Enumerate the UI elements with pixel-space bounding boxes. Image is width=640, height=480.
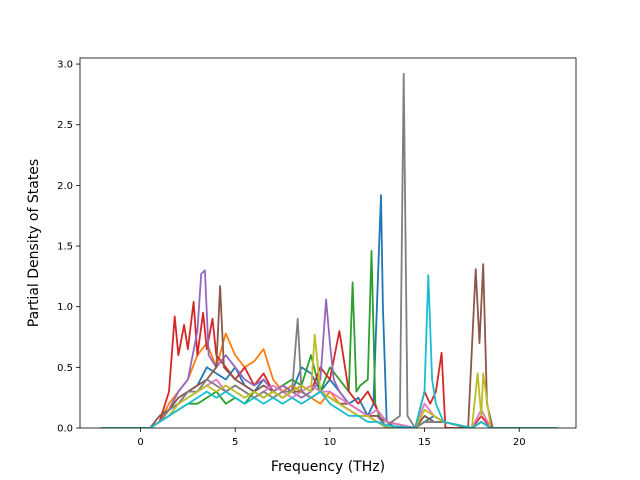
y-tick-label: 2.0 bbox=[57, 181, 73, 192]
plot-frame bbox=[79, 57, 577, 429]
series-line-9 bbox=[100, 333, 558, 428]
y-tick-label: 3.0 bbox=[57, 60, 73, 71]
series-line-8 bbox=[100, 72, 558, 428]
y-tick-label: 1.5 bbox=[57, 242, 73, 253]
x-tick-label: 15 bbox=[418, 437, 431, 448]
x-tick-label: 20 bbox=[513, 437, 526, 448]
x-axis-label: Frequency (THz) bbox=[271, 459, 385, 475]
y-tick-label: 2.5 bbox=[57, 120, 73, 131]
y-axis-label: Partial Density of States bbox=[26, 159, 42, 327]
series-layer bbox=[100, 72, 558, 428]
y-tick-label: 1.0 bbox=[57, 302, 73, 313]
y-tick-label: 0.5 bbox=[57, 363, 73, 374]
y-tick-label: 0.0 bbox=[57, 424, 73, 435]
x-tick-label: 5 bbox=[232, 437, 238, 448]
x-tick-label: 10 bbox=[324, 437, 337, 448]
series-line-10 bbox=[100, 274, 558, 428]
y-axis-ticks: 0.0 0.5 1.0 1.5 2.0 2.5 3.0 bbox=[57, 60, 80, 435]
x-tick-label: 0 bbox=[137, 437, 143, 448]
x-axis-ticks: 0 5 10 15 20 bbox=[137, 428, 526, 448]
